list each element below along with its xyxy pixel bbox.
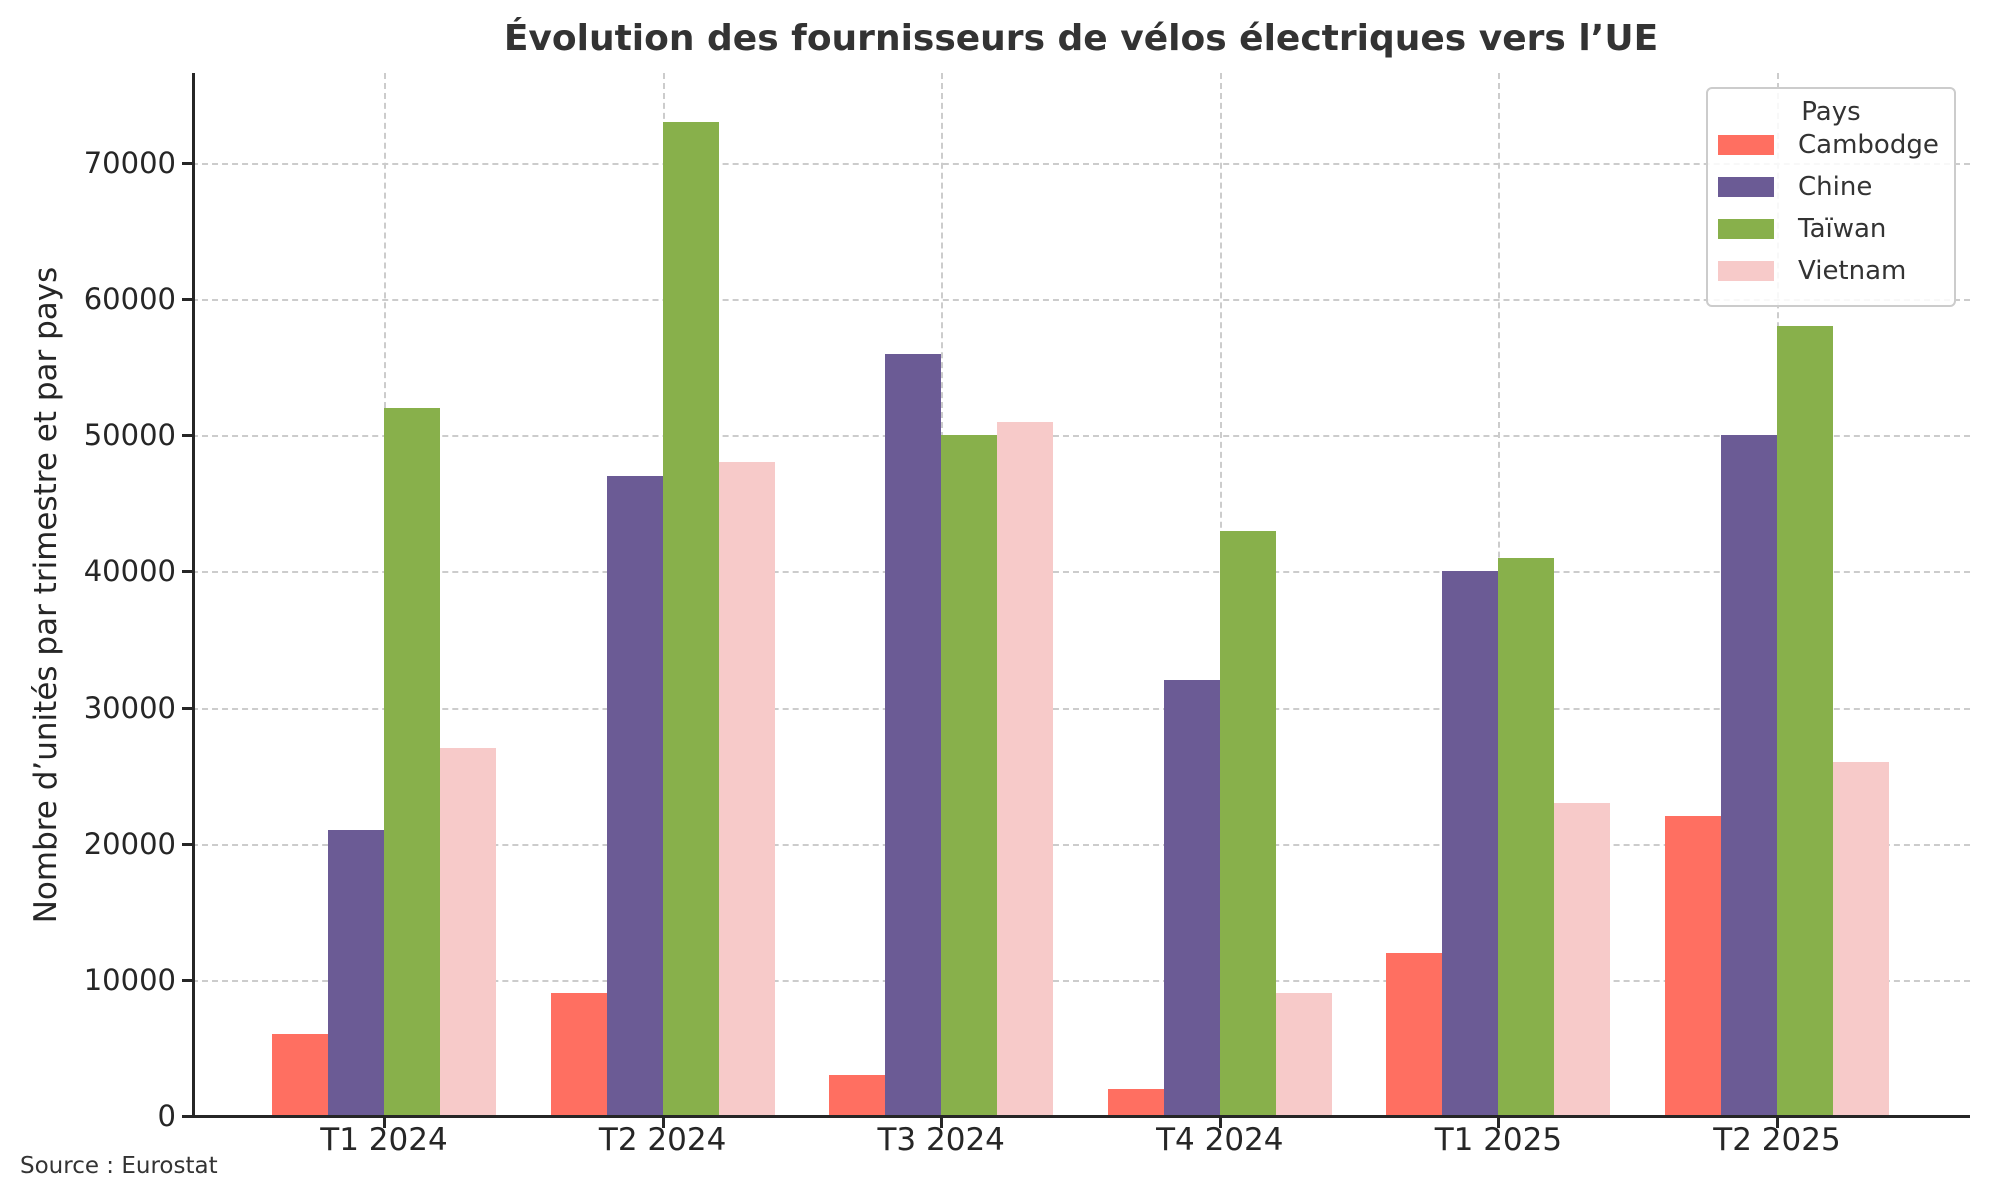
- h-gridline: [192, 299, 1970, 302]
- legend-label: Cambodge: [1798, 130, 1939, 160]
- y-tick: [182, 434, 192, 438]
- y-tick-label: 50000: [83, 418, 176, 453]
- bar-chine-t2-2024: [606, 476, 663, 1116]
- chart-title: Évolution des fournisseurs de vélos élec…: [503, 18, 1659, 59]
- legend-swatch-taiwan: [1718, 219, 1774, 239]
- x-tick-label: T3 2024: [877, 1122, 1005, 1158]
- y-tick: [182, 161, 192, 165]
- x-tick-label: T4 2024: [1156, 1122, 1284, 1158]
- bar-chine-t1-2024: [328, 830, 384, 1116]
- bar-vietnam-t4-2024: [1275, 993, 1332, 1116]
- x-tick-label: T2 2025: [1713, 1122, 1841, 1158]
- y-tick: [182, 978, 192, 982]
- x-tick: [1218, 1118, 1222, 1128]
- legend: Pays Cambodge Chine Taïwan Vietnam: [1706, 87, 1956, 307]
- bar-vietnam-t1-2024: [440, 748, 496, 1116]
- h-gridline: [192, 979, 1970, 982]
- legend-swatch-chine: [1718, 177, 1774, 197]
- legend-item-chine: Chine: [1718, 172, 1872, 202]
- bar-taiwan-t1-2024: [384, 407, 440, 1116]
- bar-cambodge-t1-2025: [1386, 952, 1443, 1116]
- y-tick-label: 70000: [83, 145, 176, 180]
- x-tick: [661, 1118, 665, 1128]
- legend-title: Pays: [1801, 97, 1861, 127]
- bar-taiwan-t2-2025: [1777, 326, 1833, 1116]
- legend-item-vietnam: Vietnam: [1718, 256, 1906, 286]
- legend-label: Taïwan: [1798, 214, 1887, 244]
- x-tick-label: T1 2025: [1434, 1122, 1563, 1158]
- h-gridline: [192, 843, 1970, 846]
- y-axis-label: Nombre d’unités par trimestre et par pay…: [28, 266, 64, 924]
- bar-cambodge-t4-2024: [1107, 1088, 1164, 1116]
- bar-taiwan-t1-2025: [1498, 557, 1555, 1116]
- y-tick-label: 60000: [83, 282, 176, 317]
- x-tick-label: T2 2024: [598, 1122, 727, 1158]
- legend-label: Chine: [1798, 172, 1873, 202]
- x-axis-line: [192, 1115, 1970, 1118]
- x-tick: [1776, 1118, 1779, 1128]
- bar-vietnam-t2-2024: [718, 462, 775, 1116]
- y-axis-line: [192, 73, 195, 1118]
- bar-taiwan-t3-2024: [941, 435, 998, 1116]
- legend-swatch-vietnam: [1718, 261, 1774, 281]
- x-tick: [1497, 1118, 1501, 1128]
- y-tick-label: 40000: [83, 554, 176, 589]
- y-tick-label: 0: [157, 1099, 176, 1133]
- legend-swatch-cambodge: [1718, 135, 1774, 155]
- y-tick: [182, 842, 192, 846]
- bar-cambodge-t2-2025: [1665, 816, 1721, 1116]
- bar-taiwan-t4-2024: [1219, 530, 1276, 1116]
- h-gridline: [192, 435, 1970, 438]
- y-tick-label: 20000: [83, 826, 176, 861]
- bar-chine-t2-2025: [1721, 435, 1777, 1116]
- legend-item-cambodge: Cambodge: [1718, 130, 1939, 160]
- bar-cambodge-t2-2024: [550, 993, 607, 1116]
- y-tick-label: 30000: [83, 690, 176, 725]
- bar-chine-t3-2024: [885, 353, 942, 1116]
- plot-area: [182, 73, 1970, 1128]
- bar-taiwan-t2-2024: [662, 122, 719, 1116]
- bar-vietnam-t3-2024: [997, 421, 1054, 1116]
- h-gridline: [192, 571, 1970, 574]
- legend-item-taiwan: Taïwan: [1718, 214, 1886, 244]
- y-tick: [182, 570, 192, 574]
- legend-label: Vietnam: [1798, 256, 1907, 286]
- bar-cambodge-t3-2024: [829, 1075, 886, 1116]
- bar-chine-t4-2024: [1163, 680, 1220, 1116]
- x-tick: [940, 1118, 944, 1128]
- h-gridline: [192, 707, 1970, 710]
- x-tick: [383, 1118, 386, 1128]
- bar-vietnam-t2-2025: [1833, 761, 1889, 1116]
- bar-cambodge-t1-2024: [272, 1034, 328, 1116]
- y-tick: [182, 298, 192, 302]
- bar-vietnam-t1-2025: [1554, 802, 1611, 1116]
- x-tick-label: T1 2024: [320, 1122, 448, 1158]
- source-note: Source : Eurostat: [20, 1153, 218, 1179]
- y-tick-label: 10000: [83, 962, 176, 997]
- y-tick: [182, 706, 192, 710]
- h-gridline: [192, 162, 1970, 165]
- bar-chine-t1-2025: [1442, 571, 1499, 1116]
- y-tick: [182, 1115, 192, 1118]
